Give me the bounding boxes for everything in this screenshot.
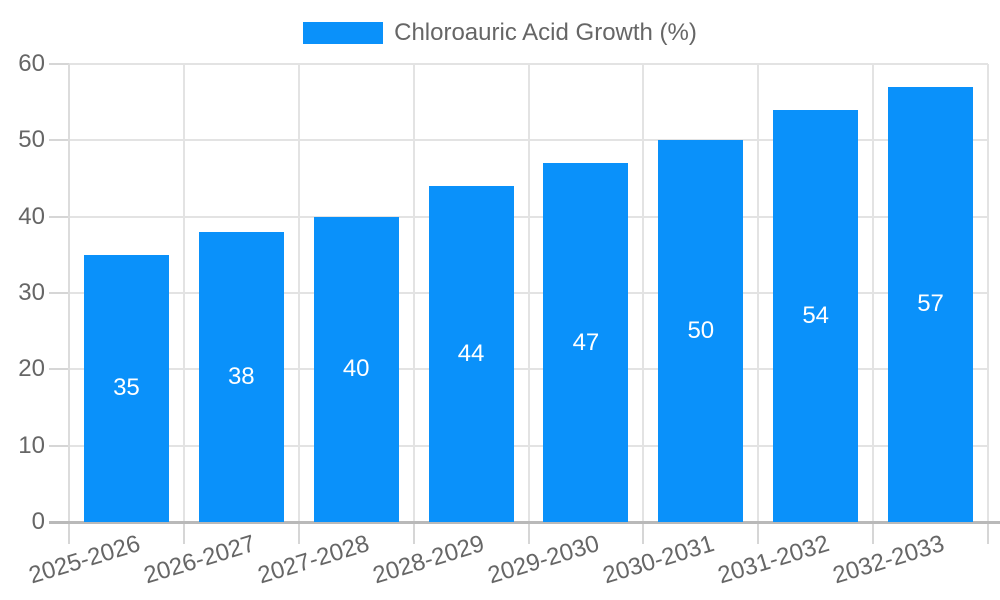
x-axis-tick-mark [757,524,760,544]
bar-2027-2028[interactable] [313,216,399,522]
x-axis-tick-mark [527,524,530,544]
y-tick-label: 50 [18,126,45,154]
x-tick-label: 2028-2029 [370,530,488,590]
bar-value-label: 38 [227,362,255,390]
y-axis-tick-mark [49,215,69,218]
legend-label: Chloroauric Acid Growth (%) [394,19,697,46]
gridline-vertical [412,64,415,522]
y-axis-tick-mark [49,292,69,294]
bar-value-label: 50 [687,317,715,345]
x-axis-tick-mark [642,524,645,544]
y-tick-label: 30 [18,279,45,306]
x-tick-label: 2030-2031 [599,530,718,590]
y-axis-tick-mark [49,368,69,371]
x-axis-line [49,521,1000,524]
bar-2028-2029[interactable] [428,186,514,522]
gridline-vertical [872,64,875,522]
x-axis-tick-mark [872,524,875,544]
bar-value-label: 35 [113,374,140,402]
y-tick-label: 10 [18,431,45,459]
chart-legend-item[interactable]: Chloroauric Acid Growth (%) [0,19,1000,47]
y-axis-tick-mark [49,63,69,65]
x-axis-tick-mark [412,524,415,544]
y-tick-label: 20 [18,355,45,383]
y-axis-tick-mark [49,444,69,447]
bar-value-label: 54 [802,301,830,329]
bar-2026-2027[interactable] [198,231,284,522]
bar-2031-2032[interactable] [773,109,859,522]
x-tick-label: 2027-2028 [255,530,373,590]
y-axis-tick-mark [49,139,69,142]
x-tick-label: 2029-2030 [484,530,603,590]
bar-value-label: 47 [572,328,600,356]
gridline-vertical [297,64,300,522]
y-tick-label: 40 [18,202,45,230]
x-tick-label: 2026-2027 [140,530,258,590]
x-axis-tick-mark [987,524,989,544]
bar-value-label: 57 [917,290,944,318]
bar-2029-2030[interactable] [543,163,629,522]
x-tick-label: 2031-2032 [714,530,833,590]
x-tick-label: 2025-2026 [25,530,144,590]
y-tick-label: 0 [31,508,45,535]
gridline-vertical [757,64,760,522]
x-axis-tick-mark [68,524,70,544]
bar-2025-2026[interactable] [83,254,169,522]
gridline-vertical [987,64,989,522]
bar-value-label: 44 [457,340,485,368]
bar-2030-2031[interactable] [658,140,744,522]
gridline-vertical [182,64,185,522]
bar-2032-2033[interactable] [888,86,974,522]
x-axis-tick-mark [297,524,300,544]
y-axis-line [68,64,70,522]
bar-value-label: 40 [342,355,370,383]
gridline-vertical [642,64,645,522]
y-tick-label: 60 [18,50,45,77]
x-axis-tick-mark [182,524,185,544]
gridline-vertical [527,64,530,522]
legend-color-swatch [303,22,384,44]
x-tick-label: 2032-2033 [829,530,948,590]
